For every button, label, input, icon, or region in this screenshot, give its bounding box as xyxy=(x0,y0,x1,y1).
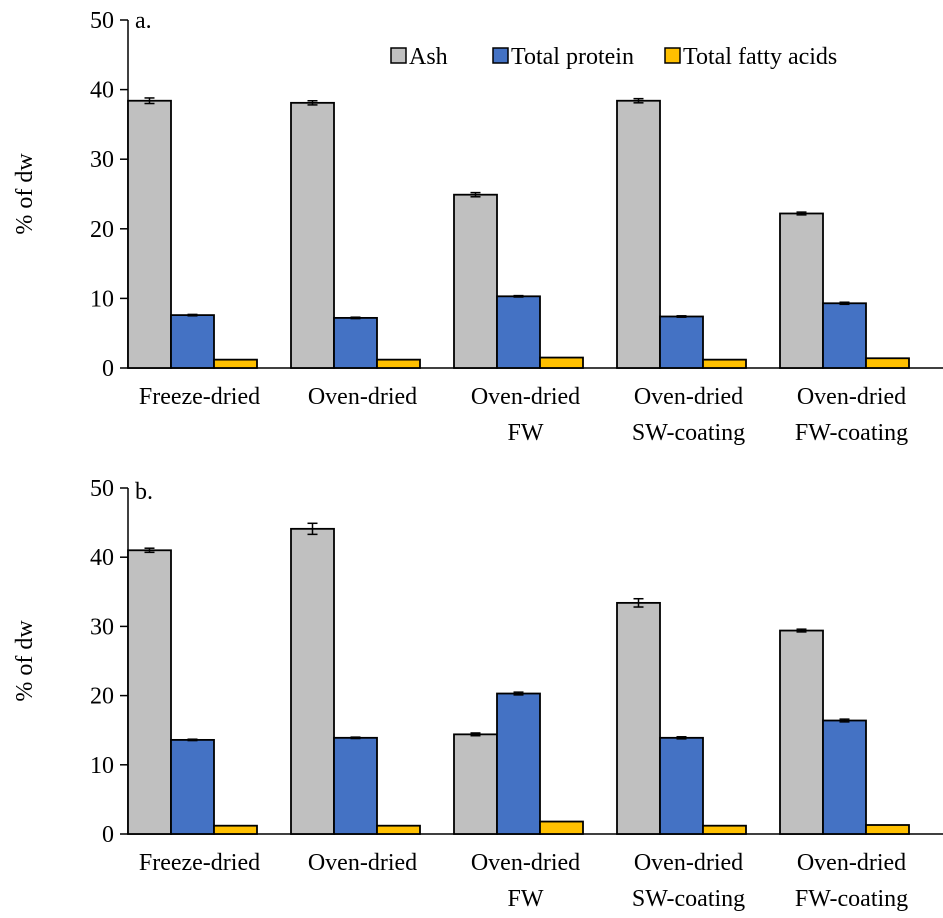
legend-label: Ash xyxy=(409,44,448,70)
y-tick-label: 50 xyxy=(90,476,114,502)
bar-ash xyxy=(127,99,172,369)
panel-label: a. xyxy=(135,8,152,34)
y-tick-label: 0 xyxy=(102,822,114,848)
legend-swatch xyxy=(390,47,407,64)
y-tick-label: 0 xyxy=(102,356,114,382)
bar-ash xyxy=(290,101,335,369)
x-category-label: Freeze-dried xyxy=(139,850,260,876)
x-category-label: Oven-dried xyxy=(634,384,743,410)
y-axis-title: % of dw xyxy=(12,153,38,235)
y-axis-title: % of dw xyxy=(12,620,38,702)
x-category-label: Oven-dried xyxy=(308,850,417,876)
y-tick-label: 10 xyxy=(90,286,114,312)
y-tick-label: 30 xyxy=(90,614,114,640)
bar-total-protein xyxy=(170,738,215,835)
y-tick-label: 20 xyxy=(90,684,114,710)
x-category-label: Oven-dried xyxy=(797,850,906,876)
bar-total-protein xyxy=(822,719,867,835)
x-category-label: FW-coating xyxy=(795,420,908,446)
bar-ash xyxy=(290,527,335,835)
bar-total-fatty-acids xyxy=(376,824,421,835)
x-category-label: FW-coating xyxy=(795,886,908,912)
bar-total-fatty-acids xyxy=(702,358,747,369)
chart-panel-a: 0 10 20 30 40 50 % of dw a. Freeze-dried Oven-dri… xyxy=(12,8,943,446)
bar-total-protein xyxy=(822,302,867,369)
bar-total-fatty-acids xyxy=(213,824,258,835)
x-category-label: Freeze-dried xyxy=(139,384,260,410)
bar-total-fatty-acids xyxy=(539,820,584,835)
bar-total-fatty-acids xyxy=(213,358,258,369)
bar-total-protein xyxy=(659,315,704,369)
x-category-label: Oven-dried xyxy=(471,850,580,876)
y-tick-label: 30 xyxy=(90,147,114,173)
legend: Ash Total protein Total fatty acids xyxy=(390,44,837,70)
bar-total-protein xyxy=(333,736,378,835)
bar-total-protein xyxy=(496,692,541,835)
y-tick-label: 50 xyxy=(90,8,114,34)
x-category-label: Oven-dried xyxy=(634,850,743,876)
bar-total-protein xyxy=(659,736,704,835)
y-tick-label: 40 xyxy=(90,545,114,571)
x-category-label: Oven-dried xyxy=(471,384,580,410)
y-tick-label: 10 xyxy=(90,753,114,779)
bar-total-fatty-acids xyxy=(702,824,747,835)
x-category-label: FW xyxy=(508,420,544,446)
legend-swatch xyxy=(492,47,509,64)
x-category-label: FW xyxy=(508,886,544,912)
bar-total-protein xyxy=(333,316,378,369)
bar-ash xyxy=(127,549,172,835)
chart-panel-b: 0 10 20 30 40 50 % of dw b. Freeze-dried Oven-dri… xyxy=(12,476,943,912)
legend-swatch xyxy=(664,47,681,64)
x-category-label: SW-coating xyxy=(632,420,745,446)
y-tick-label: 20 xyxy=(90,217,114,243)
bar-ash xyxy=(779,629,824,835)
x-category-label: SW-coating xyxy=(632,886,745,912)
bar-ash xyxy=(453,193,498,369)
bar-ash xyxy=(616,601,661,835)
bar-ash xyxy=(616,99,661,369)
bar-total-fatty-acids xyxy=(376,358,421,369)
bar-total-fatty-acids xyxy=(539,356,584,369)
panel-label: b. xyxy=(135,479,153,505)
bar-total-protein xyxy=(496,295,541,369)
bar-total-protein xyxy=(170,314,215,369)
bar-total-fatty-acids xyxy=(865,357,910,369)
x-category-label: Oven-dried xyxy=(797,384,906,410)
legend-label: Total fatty acids xyxy=(683,44,837,70)
legend-label: Total protein xyxy=(511,44,634,70)
bar-ash xyxy=(453,733,498,835)
bar-ash xyxy=(779,212,824,369)
y-tick-label: 40 xyxy=(90,78,114,104)
bar-total-fatty-acids xyxy=(865,824,910,835)
x-category-label: Oven-dried xyxy=(308,384,417,410)
